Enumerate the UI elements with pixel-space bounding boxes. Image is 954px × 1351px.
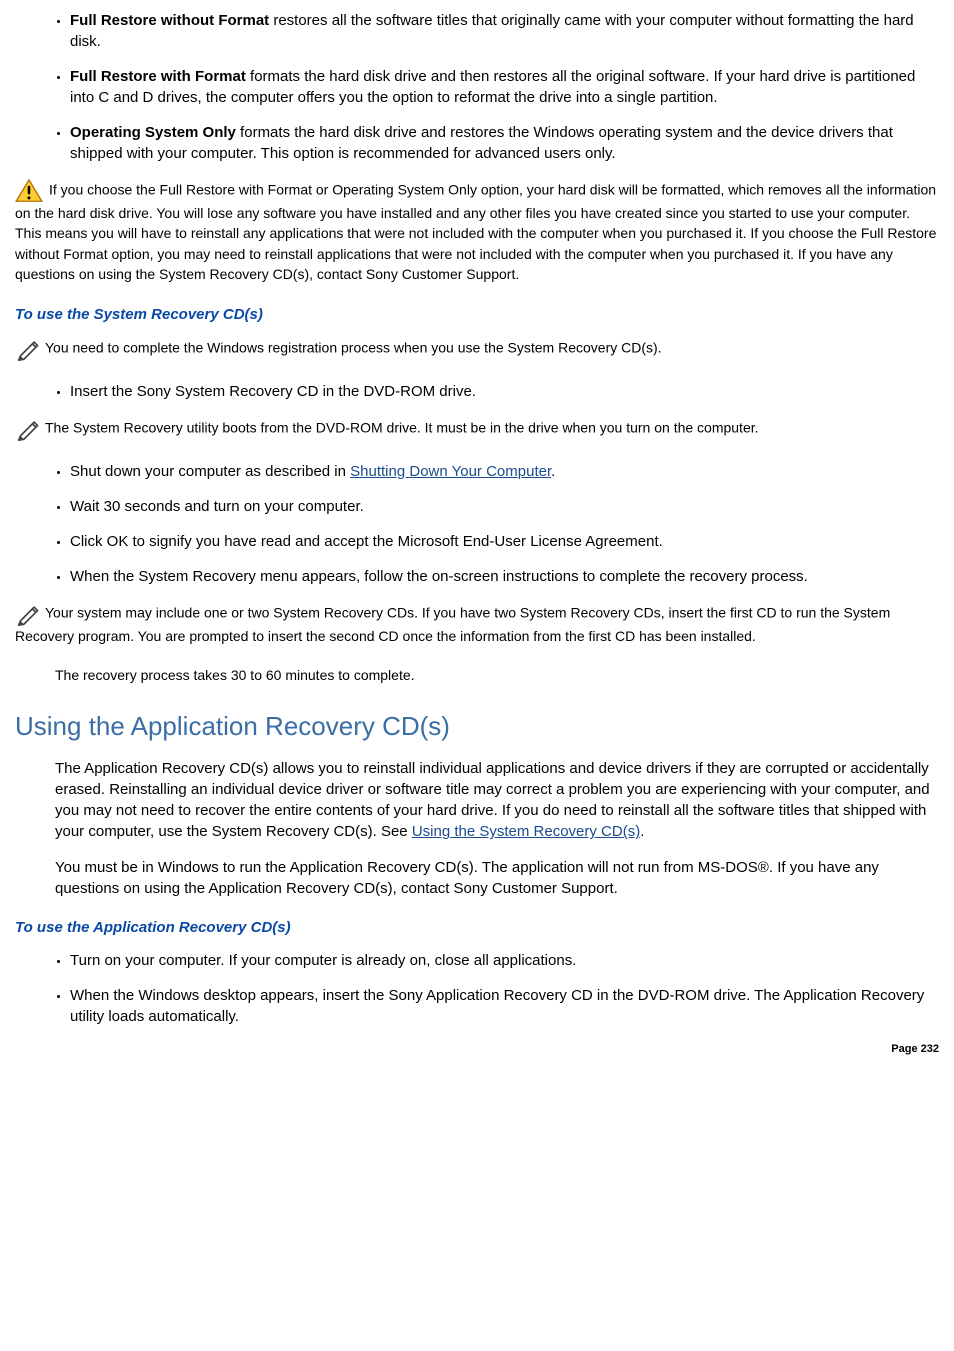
list-item: Operating System Only formats the hard d… (70, 122, 939, 164)
app-recovery-para1: The Application Recovery CD(s) allows yo… (55, 758, 939, 842)
list-item: When the System Recovery menu appears, f… (70, 566, 939, 587)
pencil-note: You need to complete the Windows registr… (15, 337, 939, 361)
list-item: Click OK to signify you have read and ac… (70, 531, 939, 552)
pencil-note: Your system may include one or two Syste… (15, 602, 939, 646)
recovery-time-note: The recovery process takes 30 to 60 minu… (55, 666, 939, 686)
restore-options-list: Full Restore without Format restores all… (15, 10, 939, 164)
option-title: Full Restore without Format (70, 12, 269, 29)
para-text-post: . (640, 823, 644, 840)
warning-note: If you choose the Full Restore with Form… (15, 179, 939, 284)
warning-icon (15, 179, 43, 203)
app-recovery-steps-list: Turn on your computer. If your computer … (15, 950, 939, 1027)
note-text: Your system may include one or two Syste… (15, 605, 890, 644)
app-recovery-para2: You must be in Windows to run the Applic… (55, 857, 939, 899)
list-item: Wait 30 seconds and turn on your compute… (70, 496, 939, 517)
option-title: Full Restore with Format (70, 68, 246, 85)
pencil-icon (15, 602, 43, 626)
insert-cd-list: Insert the Sony System Recovery CD in th… (15, 381, 939, 402)
subheading-app-recovery: To use the Application Recovery CD(s) (15, 917, 939, 938)
step-text-pre: Shut down your computer as described in (70, 463, 350, 480)
pencil-icon (15, 417, 43, 441)
warning-text: If you choose the Full Restore with Form… (15, 182, 936, 282)
using-system-recovery-link[interactable]: Using the System Recovery CD(s) (412, 823, 640, 840)
step-text-post: . (551, 463, 555, 480)
note-text: You need to complete the Windows registr… (45, 340, 662, 356)
list-item: Shut down your computer as described in … (70, 461, 939, 482)
page-number: Page 232 (15, 1042, 939, 1057)
recovery-steps-list: Shut down your computer as described in … (15, 461, 939, 587)
shutting-down-link[interactable]: Shutting Down Your Computer (350, 463, 551, 480)
subheading-system-recovery: To use the System Recovery CD(s) (15, 304, 939, 325)
pencil-icon (15, 337, 43, 361)
list-item: Full Restore with Format formats the har… (70, 66, 939, 108)
list-item: Insert the Sony System Recovery CD in th… (70, 381, 939, 402)
pencil-note: The System Recovery utility boots from t… (15, 417, 939, 441)
option-title: Operating System Only (70, 124, 236, 141)
list-item: When the Windows desktop appears, insert… (70, 985, 939, 1027)
section-heading-app-recovery: Using the Application Recovery CD(s) (15, 708, 939, 744)
note-text: The System Recovery utility boots from t… (45, 420, 759, 436)
list-item: Full Restore without Format restores all… (70, 10, 939, 52)
list-item: Turn on your computer. If your computer … (70, 950, 939, 971)
